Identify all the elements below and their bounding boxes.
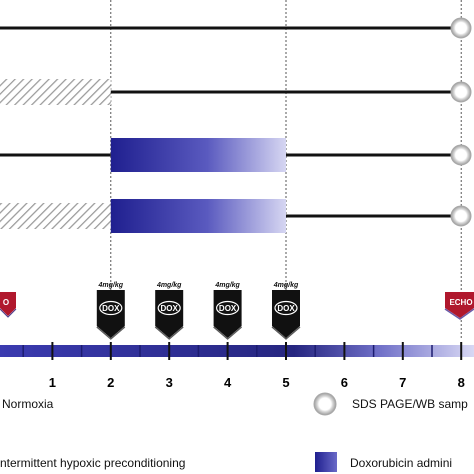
group-row-4 xyxy=(0,199,472,233)
dox-shield-edge xyxy=(213,326,243,340)
group-row-2 xyxy=(0,79,472,105)
week-timeline-axis: 1 2 3 4 5 6 7 8 xyxy=(0,342,474,390)
legend-ihp: ntermittent hypoxic preconditioning xyxy=(0,456,185,470)
legend: Normoxia ntermittent hypoxic preconditio… xyxy=(0,392,468,472)
doxorubicin-block xyxy=(110,138,286,172)
sampling-ring-hole xyxy=(456,87,466,97)
week-5-label: 5 xyxy=(282,375,289,390)
doxorubicin-block xyxy=(110,199,286,233)
week-2-label: 2 xyxy=(107,375,114,390)
dox-pill-icon xyxy=(99,300,123,316)
legend-normoxia: Normoxia xyxy=(2,397,54,411)
legend-sampling: SDS PAGE/WB samp xyxy=(352,397,468,411)
dox-dose-2: 4mg/kg DOX xyxy=(154,282,184,340)
echo-marker-end: ECHO xyxy=(444,292,474,320)
ihp-hatched-block xyxy=(0,203,111,229)
dox-shield-edge xyxy=(96,326,126,340)
dox-dose-3: 4mg/kg DOX xyxy=(213,282,243,340)
sampling-ring-hole xyxy=(456,211,466,221)
week-8-label: 8 xyxy=(458,375,465,390)
dox-label: DOX xyxy=(161,304,179,313)
dox-label: DOX xyxy=(219,304,237,313)
doxorubicin-swatch xyxy=(315,452,337,472)
dox-pill-icon xyxy=(274,300,298,316)
dose-label: 4mg/kg xyxy=(156,282,182,289)
week-6-label: 6 xyxy=(341,375,348,390)
dose-label: 4mg/kg xyxy=(273,282,299,289)
echo-end-label: ECHO xyxy=(449,298,472,307)
dose-label: 4mg/kg xyxy=(214,282,240,289)
week-3-label: 3 xyxy=(166,375,173,390)
week-7-label: 7 xyxy=(399,375,406,390)
sampling-ring-hole xyxy=(456,150,466,160)
legend-doxorubicin: Doxorubicin admini xyxy=(350,456,452,470)
timeline-bar xyxy=(0,345,474,357)
ihp-hatched-block xyxy=(0,79,111,105)
echo-start-label: O xyxy=(3,298,9,307)
sampling-ring-hole xyxy=(456,23,466,33)
dox-pill-icon xyxy=(157,300,181,316)
group-rows xyxy=(0,17,472,233)
sampling-ring-hole xyxy=(320,399,330,409)
group-row-3 xyxy=(0,138,472,172)
dox-pill-icon xyxy=(216,300,240,316)
week-4-label: 4 xyxy=(224,375,232,390)
week-1-label: 1 xyxy=(49,375,56,390)
echo-marker-start: O xyxy=(0,292,17,318)
dox-dose-4: 4mg/kg DOX xyxy=(271,282,301,340)
dox-label: DOX xyxy=(277,304,295,313)
dox-label: DOX xyxy=(102,304,120,313)
dose-label: 4mg/kg xyxy=(98,282,124,289)
group-row-1 xyxy=(0,17,472,39)
dox-shield-edge xyxy=(154,326,184,340)
dox-dose-1: 4mg/kg DOX xyxy=(96,282,126,340)
dox-doses: 4mg/kg DOX 4mg/kg DOX 4mg/kg DOX 4mg/kg DOX xyxy=(96,282,301,340)
dox-shield-edge xyxy=(271,326,301,340)
